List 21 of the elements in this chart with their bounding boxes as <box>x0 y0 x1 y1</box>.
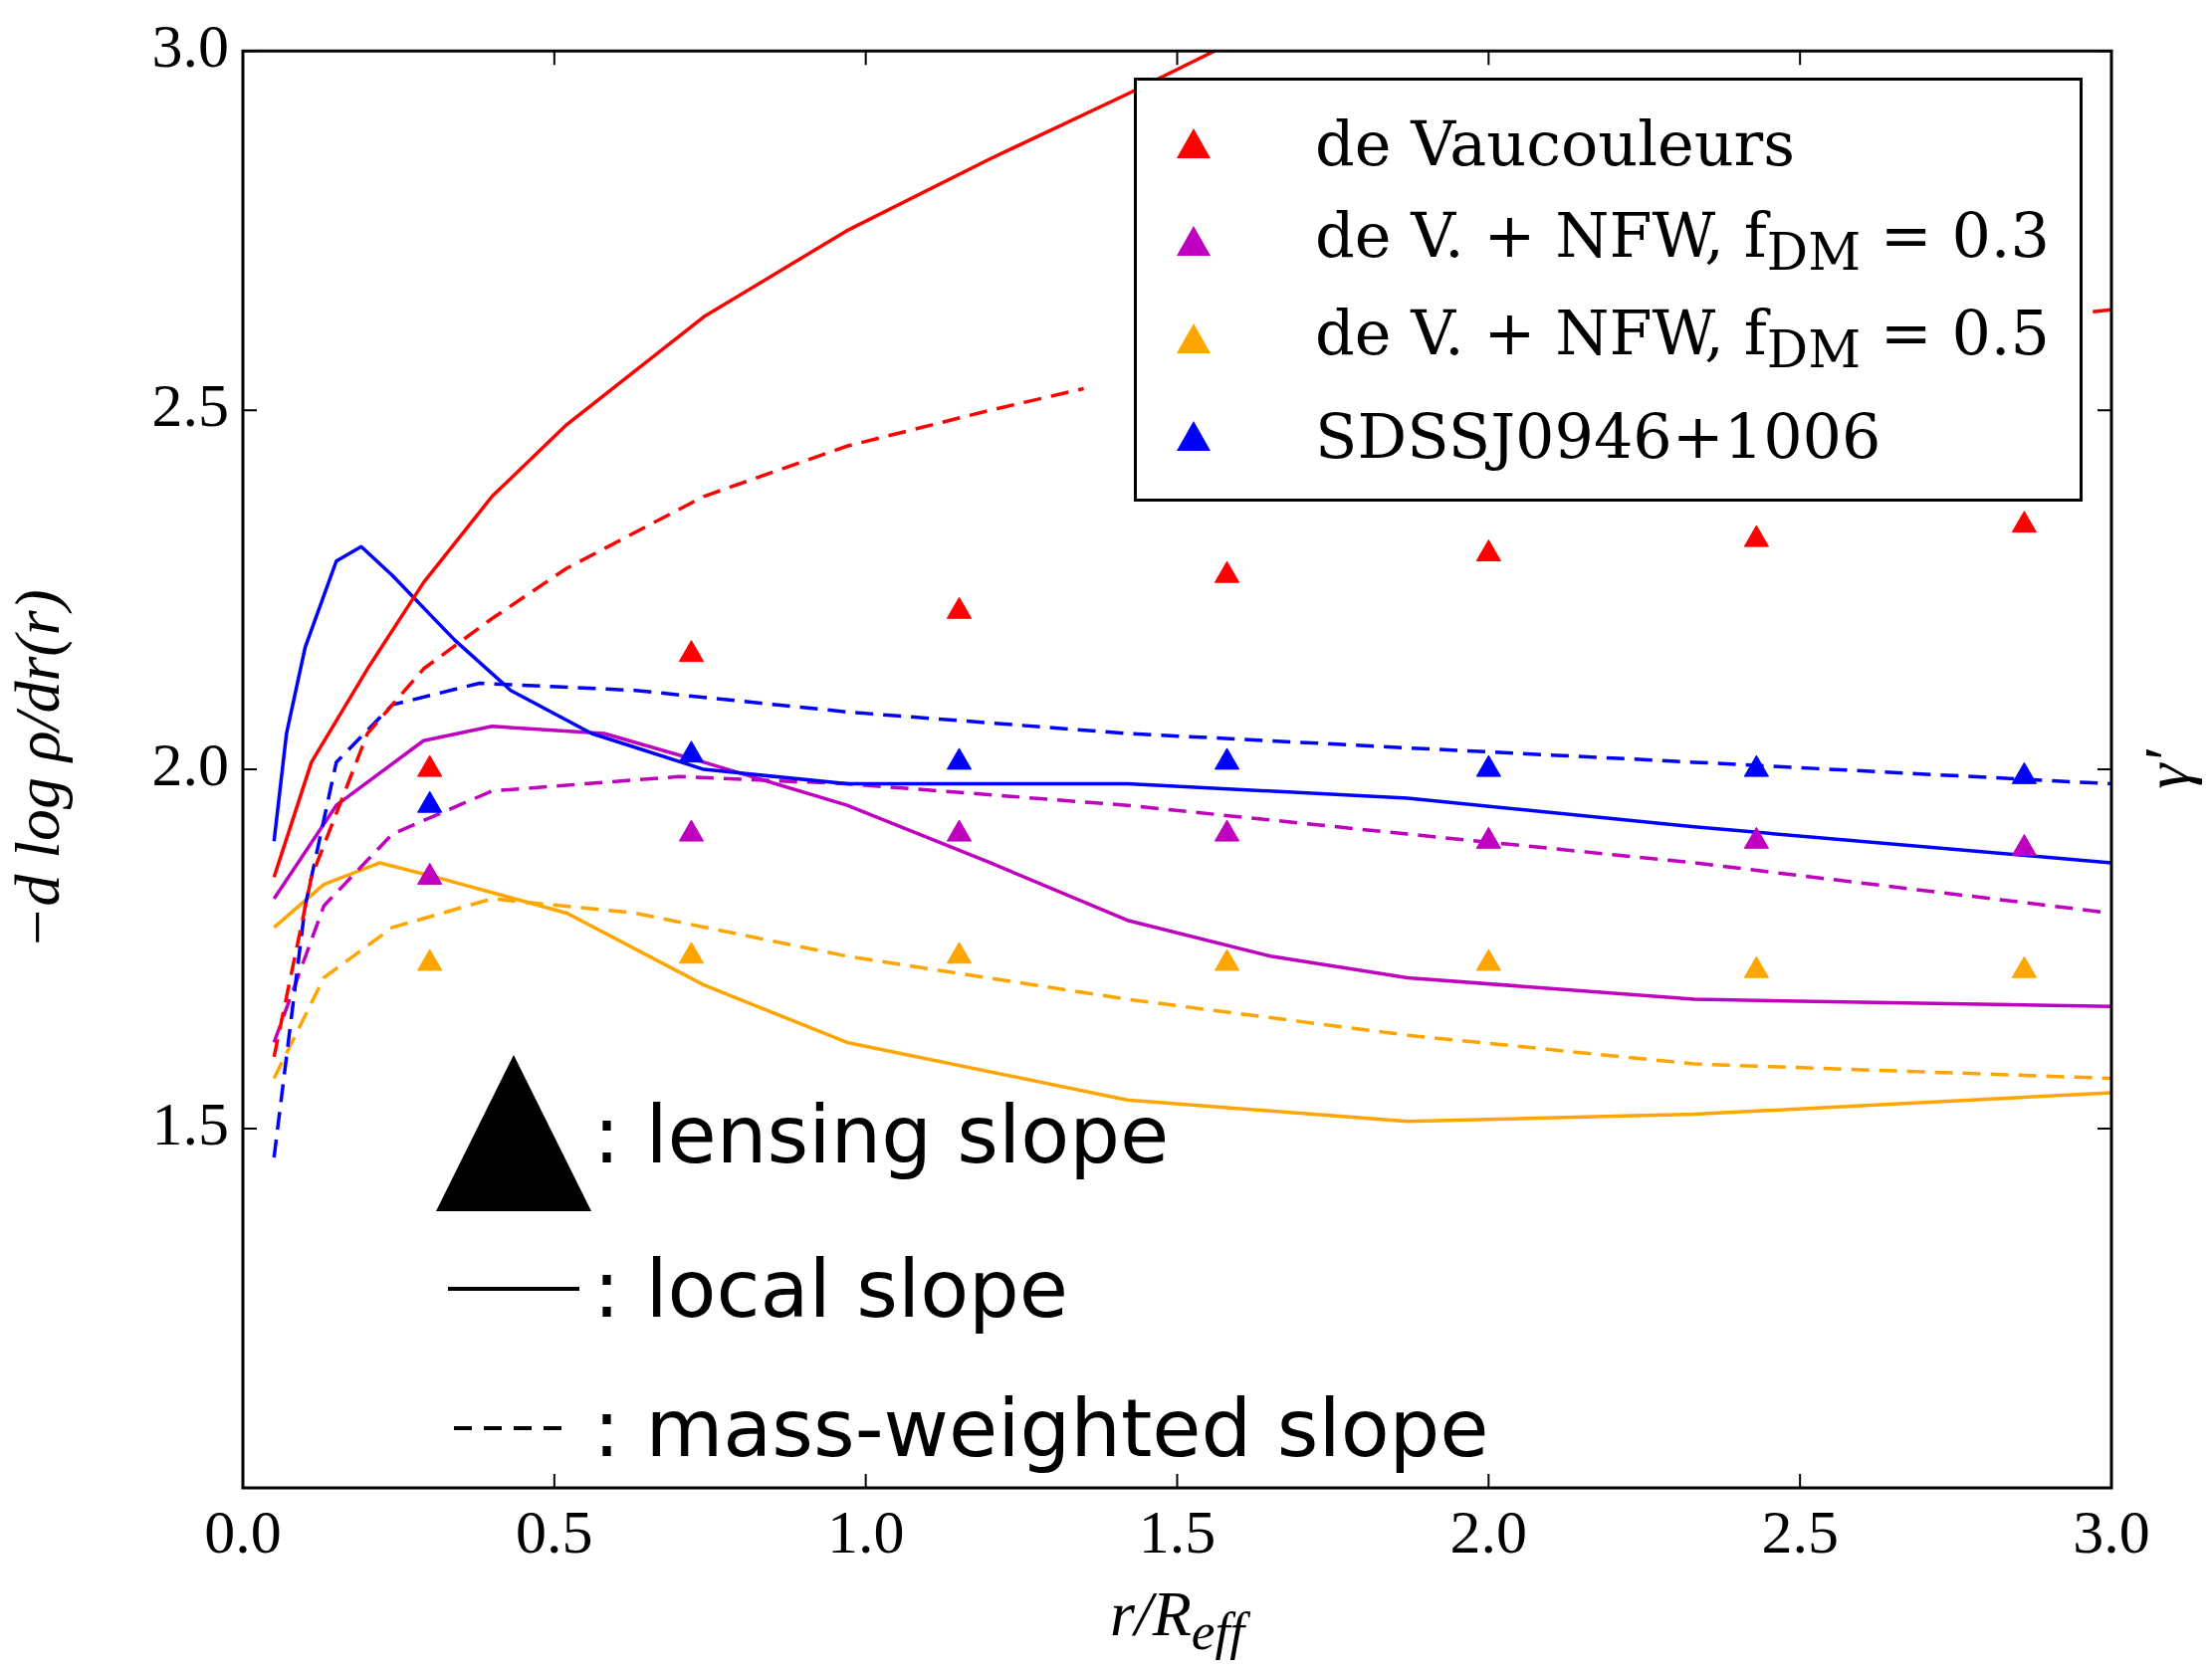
x-tick-label: 3.0 <box>2073 1498 2150 1567</box>
y2-axis-title: γ′ <box>2130 748 2202 789</box>
x-tick-label: 2.0 <box>1449 1498 1528 1567</box>
annotation: : lensing slope <box>593 1088 1170 1181</box>
legend-label: de V. + NFW, f$_{DM}$ = 0.3 <box>1315 199 2050 283</box>
x-tick-label: 0.0 <box>204 1498 282 1567</box>
y-tick-label: 2.0 <box>151 731 229 799</box>
y-tick-label: 1.5 <box>151 1090 229 1158</box>
y-tick-label: 2.5 <box>151 371 229 440</box>
y-axis-title: −d log ρ/dr(r) <box>2 589 74 950</box>
legend-label: SDSSJ0946+1006 <box>1315 399 1881 473</box>
legend-label: de Vaucouleurs <box>1315 106 1796 180</box>
legend-label: de V. + NFW, f$_{DM}$ = 0.5 <box>1315 297 2050 380</box>
x-tick-label: 0.5 <box>516 1498 593 1567</box>
annotation: : mass-weighted slope <box>593 1381 1489 1475</box>
x-tick-label: 1.5 <box>1138 1498 1217 1567</box>
x-axis-title: r/R$_{eff}$ <box>1108 1577 1251 1662</box>
annotation: : local slope <box>593 1242 1069 1336</box>
y-tick-label: 3.0 <box>151 12 229 81</box>
x-tick-label: 1.0 <box>826 1498 905 1567</box>
x-tick-label: 2.5 <box>1761 1498 1839 1567</box>
